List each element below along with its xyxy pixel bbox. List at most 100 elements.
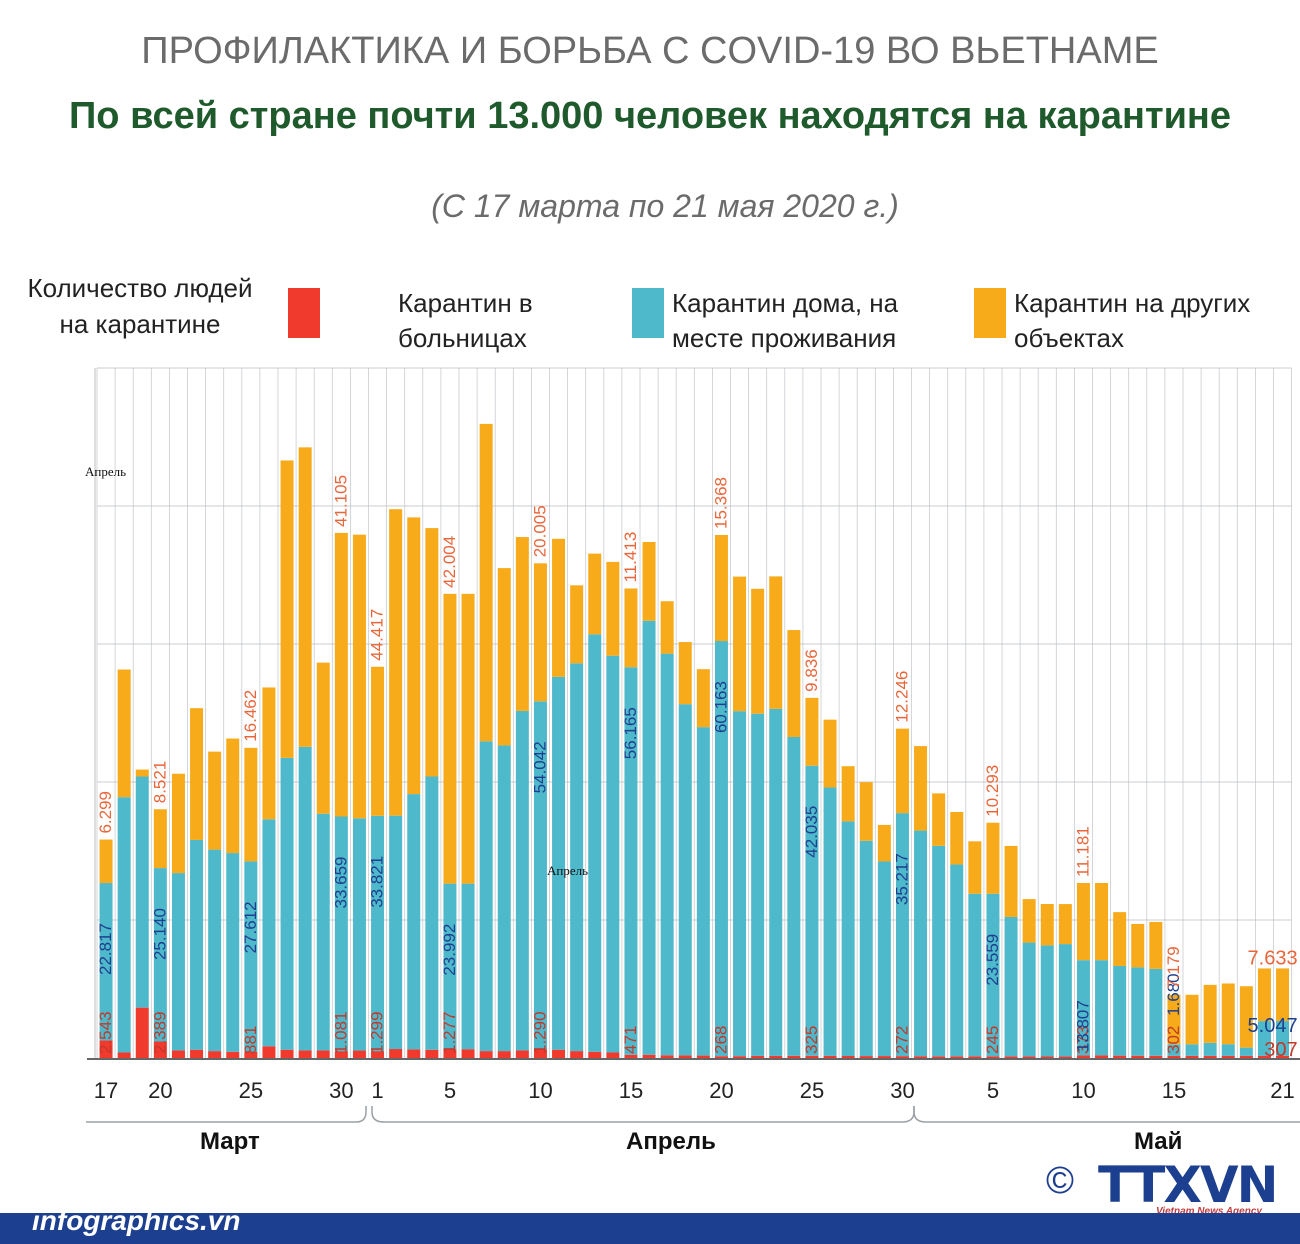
legend-swatch-hospital (288, 288, 320, 338)
supertitle: ПРОФИЛАКТИКА И БОРЬБА С COVID-19 ВО ВЬЕТ… (141, 30, 1159, 72)
bar-other (950, 812, 964, 865)
bar-hospital (642, 1054, 656, 1058)
bar-other (479, 423, 493, 742)
bar-other (334, 532, 348, 817)
x-tick-label: 21 (1270, 1078, 1294, 1100)
legend-label-hospital: Карантин в больницах (398, 288, 533, 353)
month-label-april: Апрель (626, 1128, 716, 1155)
bar-hospital (443, 1049, 457, 1058)
bar-hospital (696, 1055, 710, 1058)
bar-home (787, 737, 801, 1056)
bar-other (298, 447, 312, 747)
data-label-other: 41.105 (331, 475, 350, 527)
bar-home (316, 813, 330, 1051)
data-label-other: 15.368 (711, 477, 730, 529)
bar-home (986, 893, 1000, 1057)
data-label-hospital: 2.543 (96, 1011, 115, 1054)
x-tick-label: 15 (619, 1078, 643, 1100)
bar-home (642, 620, 656, 1055)
stray-label: Апрель (547, 863, 588, 878)
bar-home (733, 711, 747, 1057)
bar-home (334, 816, 348, 1052)
bar-other (660, 601, 674, 654)
bar-hospital (389, 1049, 403, 1058)
bar-hospital (352, 1050, 366, 1058)
bar-home (1221, 1044, 1235, 1056)
data-label-hospital: 302 (1164, 1026, 1183, 1054)
bar-other (316, 662, 330, 814)
data-label-home: 22.817 (96, 923, 115, 975)
bar-hospital (678, 1055, 692, 1058)
data-label-other: 44.417 (368, 609, 387, 661)
legend-label-home: Карантин дома, на месте проживания (672, 288, 899, 353)
bar-home (696, 727, 710, 1056)
data-label-home: 33.659 (331, 857, 350, 909)
bar-hospital (805, 1055, 819, 1058)
bar-home (1185, 1044, 1199, 1056)
data-label-home: 23.992 (440, 924, 459, 976)
bar-hospital (950, 1056, 964, 1058)
bar-home (588, 634, 602, 1052)
bar-other (570, 585, 584, 664)
data-label-home: 5.047 (1248, 1015, 1298, 1037)
bar-hospital (624, 1054, 638, 1058)
x-tick-label: 30 (890, 1078, 914, 1100)
bar-home (552, 676, 566, 1050)
bar-home (425, 776, 439, 1050)
data-label-hospital: 245 (983, 1026, 1002, 1054)
bar-other (1095, 883, 1109, 961)
bar-other (461, 593, 475, 884)
bar-other (1040, 903, 1054, 946)
data-label-home: 42.035 (802, 806, 821, 858)
bar-other (1221, 983, 1235, 1045)
bar-other (714, 534, 728, 642)
bar-hospital (1058, 1056, 1072, 1058)
bar-hospital (1113, 1055, 1127, 1058)
bar-home (479, 741, 493, 1052)
data-label-home: 33.821 (368, 856, 387, 908)
bar-other (1167, 994, 1181, 1045)
bar-home (1131, 967, 1145, 1056)
bar-other (1131, 923, 1145, 968)
bar-other (190, 708, 204, 840)
bar-other (823, 719, 837, 788)
bar-other (244, 747, 258, 862)
bar-hospital (1221, 1055, 1235, 1058)
bar-hospital (823, 1055, 837, 1058)
legend-caption: Количество людей на карантине (27, 273, 253, 339)
bar-hospital (841, 1055, 855, 1058)
bar-home (371, 815, 385, 1052)
bar-hospital (932, 1056, 946, 1058)
bar-hospital (461, 1049, 475, 1058)
bar-hospital (190, 1049, 204, 1058)
bar-other (932, 793, 946, 846)
bar-home (624, 667, 638, 1055)
bar-home (515, 710, 529, 1051)
bar-home (135, 776, 149, 1008)
data-label-hospital: 881 (241, 1026, 260, 1054)
bar-other (968, 841, 982, 894)
bar-hospital (1167, 1055, 1181, 1058)
bar-other (1149, 921, 1163, 969)
bar-home (932, 845, 946, 1057)
bar-hospital (298, 1050, 312, 1058)
bar-other (624, 588, 638, 668)
bar-home (244, 861, 258, 1052)
bar-other (425, 528, 439, 777)
bar-other (588, 553, 602, 635)
bar-home (1004, 916, 1018, 1057)
bar-other (678, 642, 692, 705)
bar-home (968, 893, 982, 1057)
footer-site: infographics.vn (32, 1205, 241, 1236)
data-label-home: 25.140 (150, 908, 169, 960)
bar-hospital (552, 1049, 566, 1058)
bar-hospital (371, 1051, 385, 1058)
bar-hospital (99, 1040, 113, 1058)
bar-hospital (769, 1055, 783, 1058)
x-tick-label: 17 (94, 1078, 118, 1100)
bar-hospital (497, 1051, 511, 1058)
bar-home (389, 815, 403, 1050)
bar-hospital (316, 1050, 330, 1058)
data-label-other: 11.413 (621, 532, 640, 583)
data-label-hospital: 272 (892, 1026, 911, 1054)
